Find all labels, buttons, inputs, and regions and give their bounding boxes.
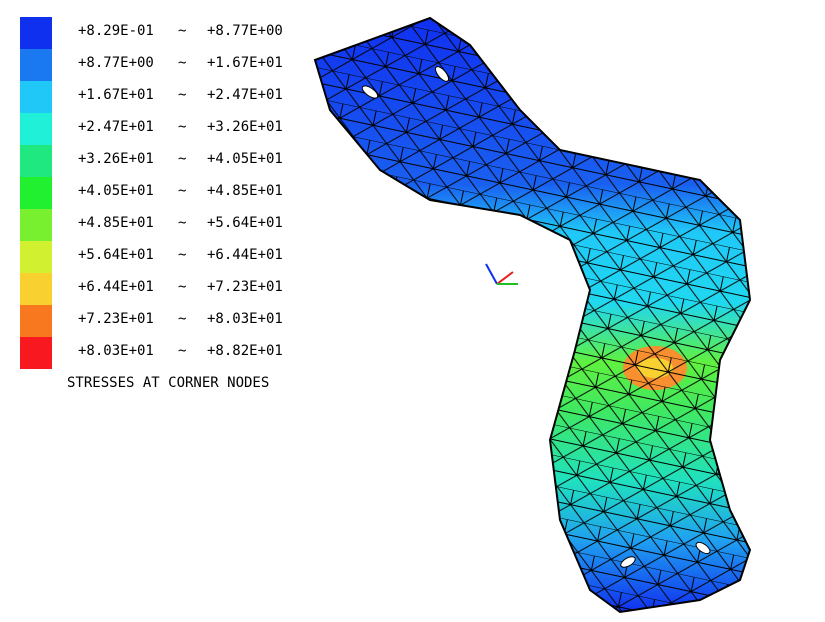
legend-separator: ~ <box>178 343 186 359</box>
legend-separator: ~ <box>178 151 186 167</box>
legend-separator: ~ <box>178 311 186 327</box>
legend-low: +8.77E+00 <box>78 55 154 71</box>
legend-high: +2.47E+01 <box>207 87 283 103</box>
part-outline <box>313 16 752 614</box>
legend-high: +8.77E+00 <box>207 23 283 39</box>
legend-low: +7.23E+01 <box>78 311 154 327</box>
legend-swatch <box>20 241 52 273</box>
axis-x <box>496 271 514 285</box>
legend-separator: ~ <box>178 183 186 199</box>
legend-high: +4.05E+01 <box>207 151 283 167</box>
legend-separator: ~ <box>178 119 186 135</box>
legend-swatch <box>20 145 52 177</box>
legend-swatch <box>20 273 52 305</box>
legend-low: +6.44E+01 <box>78 279 154 295</box>
legend-high: +7.23E+01 <box>207 279 283 295</box>
legend-swatch <box>20 81 52 113</box>
legend-swatch <box>20 337 52 369</box>
hole <box>434 66 450 82</box>
legend-swatch <box>20 177 52 209</box>
legend-high: +4.85E+01 <box>207 183 283 199</box>
legend-low: +5.64E+01 <box>78 247 154 263</box>
legend-low: +8.29E-01 <box>78 23 154 39</box>
legend-separator: ~ <box>178 247 186 263</box>
legend-swatch <box>20 113 52 145</box>
legend-high: +3.26E+01 <box>207 119 283 135</box>
legend-low: +3.26E+01 <box>78 151 154 167</box>
legend-swatch <box>20 305 52 337</box>
legend: +8.29E-01 ~ +8.77E+00 +8.77E+00 ~ +1.67E+01 +1… <box>20 17 283 369</box>
legend-swatch <box>20 209 52 241</box>
caption: STRESSES AT CORNER NODES <box>67 375 269 391</box>
hole <box>620 556 636 568</box>
legend-separator: ~ <box>178 215 186 231</box>
legend-high: +5.64E+01 <box>207 215 283 231</box>
legend-high: +8.03E+01 <box>207 311 283 327</box>
legend-separator: ~ <box>178 279 186 295</box>
legend-high: +8.82E+01 <box>207 343 283 359</box>
legend-separator: ~ <box>178 87 186 103</box>
legend-swatch <box>20 49 52 81</box>
legend-low: +4.85E+01 <box>78 215 154 231</box>
model <box>313 16 752 614</box>
legend-low: +2.47E+01 <box>78 119 154 135</box>
hole <box>361 85 379 99</box>
axis-triad <box>485 263 518 285</box>
legend-high: +6.44E+01 <box>207 247 283 263</box>
hole <box>695 541 711 555</box>
legend-high: +1.67E+01 <box>207 55 283 71</box>
legend-low: +8.03E+01 <box>78 343 154 359</box>
legend-swatch <box>20 17 52 49</box>
axis-z <box>485 263 498 285</box>
legend-low: +1.67E+01 <box>78 87 154 103</box>
legend-low: +4.05E+01 <box>78 183 154 199</box>
legend-separator: ~ <box>178 23 186 39</box>
legend-separator: ~ <box>178 55 186 71</box>
